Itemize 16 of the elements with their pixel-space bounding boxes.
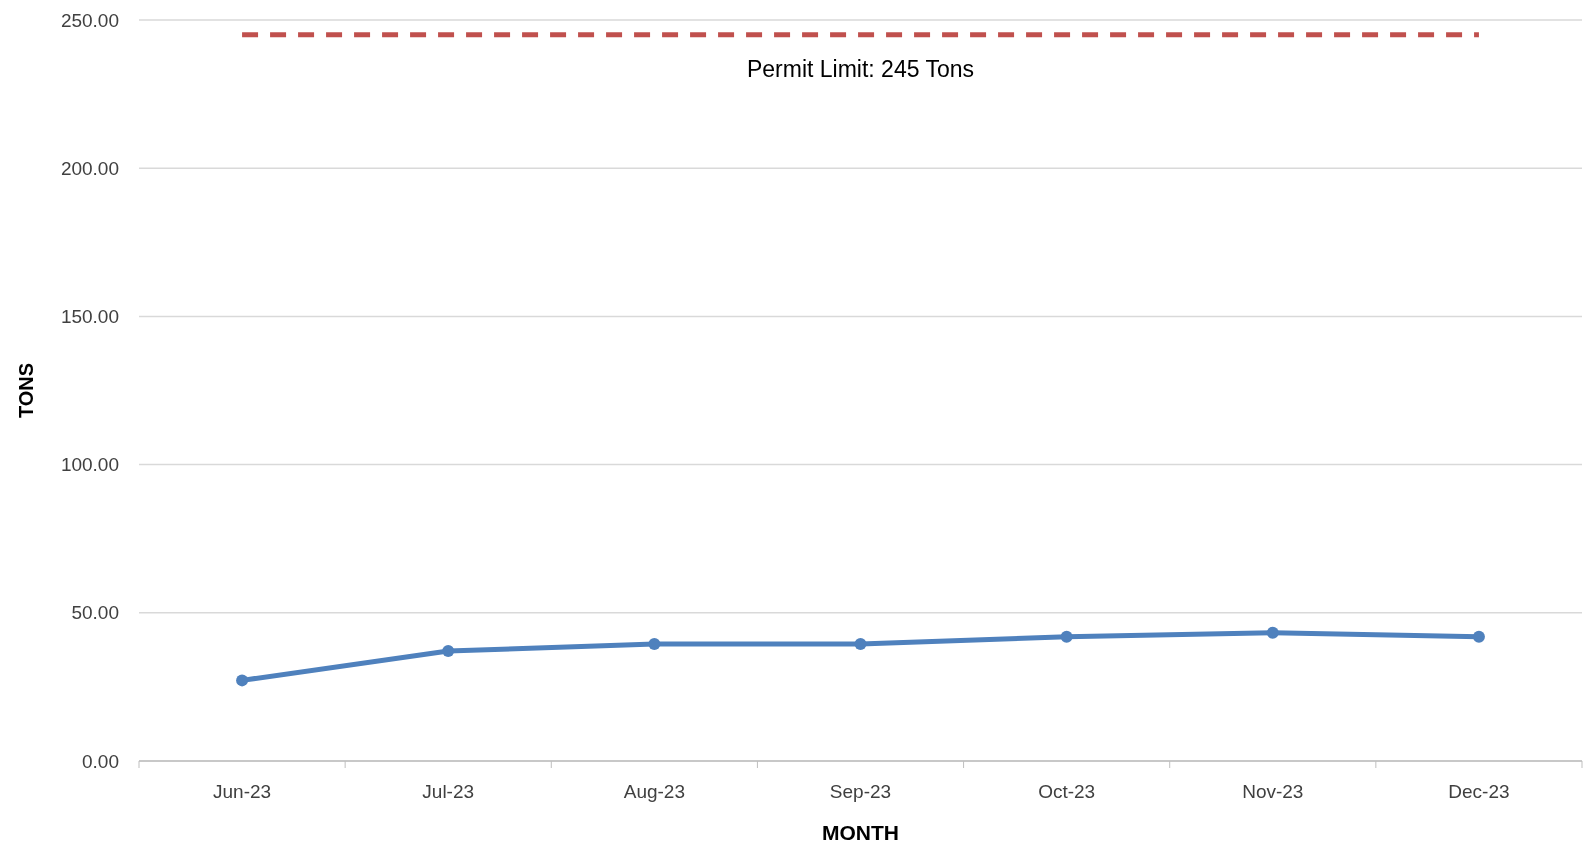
x-tick-label: Aug-23 bbox=[623, 781, 685, 802]
y-tick-label: 250.00 bbox=[60, 9, 119, 31]
x-tick-label: Sep-23 bbox=[829, 781, 892, 802]
x-tick-label: Oct-23 bbox=[1038, 781, 1096, 802]
x-tick-label: Nov-23 bbox=[1242, 781, 1304, 802]
x-tick-label: Jun-23 bbox=[213, 781, 272, 802]
y-tick-label: 50.00 bbox=[71, 602, 119, 624]
y-tick-label: 150.00 bbox=[60, 306, 119, 328]
y-axis-title: TONS bbox=[15, 362, 37, 419]
annotation: Permit Limit: 245 Tons bbox=[746, 55, 975, 82]
x-axis-title: MONTH bbox=[822, 821, 899, 844]
x-tick-label: Dec-23 bbox=[1448, 781, 1510, 802]
y-tick-label: 0.00 bbox=[82, 750, 119, 772]
y-tick-label: 100.00 bbox=[60, 454, 119, 476]
y-tick-label: 200.00 bbox=[60, 157, 119, 179]
x-tick-label: Jul-23 bbox=[422, 781, 475, 802]
